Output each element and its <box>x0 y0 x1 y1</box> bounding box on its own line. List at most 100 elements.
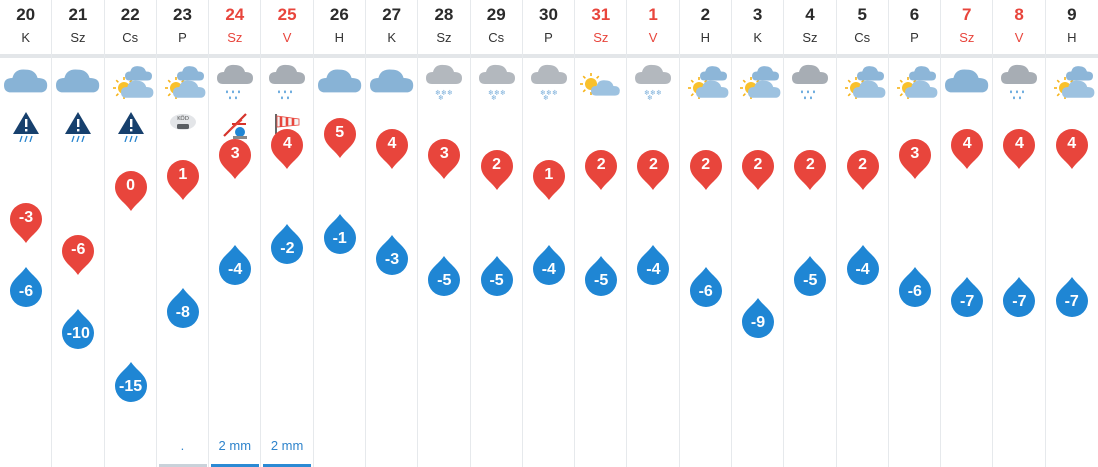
min-temp-value: -9 <box>750 314 766 332</box>
thunderstorm-warning-icon[interactable] <box>63 110 93 143</box>
storm-warning-icon[interactable] <box>220 110 250 142</box>
day-column[interactable]: 22 Cs -15 0 <box>105 0 157 467</box>
min-temp-pin: -10 <box>60 308 96 352</box>
day-column[interactable]: 3 K -9 2 <box>732 0 785 467</box>
day-date: 30 <box>539 5 558 24</box>
precip-bar <box>263 464 312 467</box>
min-temp-value: -5 <box>803 272 818 289</box>
day-weekday: Sz <box>959 30 975 45</box>
day-date: 21 <box>68 5 88 24</box>
day-column[interactable]: 8 V -7 4 <box>993 0 1046 467</box>
day-column[interactable]: 28 Sz ❄ ❄ ❄ ❄ -5 3 <box>418 0 471 467</box>
cloudy-icon <box>2 62 50 102</box>
max-temp-value: 3 <box>439 145 449 163</box>
min-temp-value: -8 <box>175 303 190 321</box>
max-temp-value: 2 <box>492 155 502 173</box>
thunderstorm-warning-icon[interactable] <box>116 110 146 143</box>
day-column[interactable]: 26 H -1 5 <box>314 0 366 467</box>
max-temp-value: 3 <box>910 145 920 163</box>
day-column[interactable]: 27 K -3 4 <box>366 0 419 467</box>
svg-text:❄: ❄ <box>552 89 558 97</box>
min-temp-value: -4 <box>646 261 661 279</box>
max-temp-pin: 0 <box>113 168 149 212</box>
min-temp-pin: -1 <box>322 213 358 257</box>
wind-warning-icon[interactable] <box>272 110 302 142</box>
max-temp-pin: 3 <box>897 136 933 180</box>
day-column[interactable]: 29 Cs ❄ ❄ ❄ ❄ -5 2 <box>471 0 523 467</box>
day-weekday: P <box>910 30 919 45</box>
max-temp-value: 4 <box>387 134 397 152</box>
svg-text:❄: ❄ <box>488 89 494 97</box>
day-column[interactable]: 21 Sz -10 -6 <box>52 0 105 467</box>
precip-amount: . <box>180 438 185 453</box>
day-column[interactable]: 5 Cs -4 2 <box>837 0 889 467</box>
min-temp-pin: -15 <box>113 361 149 405</box>
sun-clouds-icon <box>839 62 887 102</box>
precip-amount: 2 mm <box>270 438 304 453</box>
min-temp-pin: -4 <box>217 244 253 288</box>
day-column[interactable]: 4 Sz -5 2 <box>784 0 837 467</box>
min-temp-value: -4 <box>228 261 243 279</box>
min-temp-value: -7 <box>1012 293 1027 311</box>
day-column[interactable]: 6 P -6 3 <box>889 0 942 467</box>
max-temp-value: 3 <box>230 145 240 163</box>
day-date: 25 <box>277 5 297 24</box>
day-column[interactable]: 2 H -6 2 <box>680 0 732 467</box>
day-date: 6 <box>909 5 920 24</box>
min-temp-pin: -4 <box>635 244 671 288</box>
max-temp-value: -6 <box>71 240 86 258</box>
min-temp-pin: -9 <box>740 297 776 341</box>
day-column[interactable]: 30 P ❄ ❄ ❄ ❄ -4 1 <box>523 0 576 467</box>
day-column[interactable]: 9 H -7 4 <box>1046 0 1098 467</box>
min-temp-value: -6 <box>18 282 34 300</box>
min-temp-value: -15 <box>119 378 143 395</box>
precip-bar <box>211 464 260 467</box>
rain-cloud-icon <box>263 62 311 102</box>
min-temp-pin: -6 <box>897 266 933 310</box>
min-temp-value: -6 <box>907 282 922 300</box>
day-column[interactable]: 20 K -6 -3 <box>0 0 53 467</box>
svg-text:❄: ❄ <box>647 94 653 102</box>
max-temp-pin: 3 <box>426 136 462 180</box>
svg-text:❄: ❄ <box>650 89 656 97</box>
max-temp-value: 1 <box>544 166 554 184</box>
day-column[interactable]: 31 Sz -5 2 <box>575 0 628 467</box>
rain-cloud-icon <box>211 62 259 102</box>
min-temp-value: -4 <box>541 261 556 279</box>
day-date: 1 <box>648 5 658 24</box>
max-temp-value: 5 <box>335 124 345 141</box>
day-column[interactable]: 1 V ❄ ❄ ❄ ❄ -4 2 <box>627 0 680 467</box>
day-date: 28 <box>434 5 454 24</box>
min-temp-pin: -4 <box>845 244 881 288</box>
day-column[interactable]: 24 Sz -4 3 2 mm <box>209 0 262 467</box>
day-date: 5 <box>857 5 867 24</box>
max-temp-pin: 2 <box>479 147 515 191</box>
min-temp-pin: -7 <box>1001 276 1037 320</box>
thunderstorm-warning-icon[interactable] <box>11 110 41 143</box>
max-temp-value: 2 <box>753 155 763 173</box>
min-temp-pin: -7 <box>1054 276 1090 320</box>
max-temp-pin: 2 <box>583 147 619 191</box>
day-date: 31 <box>591 5 611 24</box>
day-date: 4 <box>805 5 815 24</box>
day-weekday: V <box>1014 30 1024 45</box>
max-temp-value: 2 <box>858 155 868 173</box>
svg-text:❄: ❄ <box>543 94 549 102</box>
max-temp-value: 4 <box>282 134 292 152</box>
svg-text:❄: ❄ <box>441 89 447 97</box>
day-date: 2 <box>700 5 711 24</box>
min-temp-pin: -3 <box>374 234 410 278</box>
sun-clouds-icon <box>159 62 207 102</box>
day-column[interactable]: 25 V -2 4 2 mm <box>261 0 314 467</box>
max-temp-value: -3 <box>18 208 34 226</box>
min-temp-pin: -6 <box>688 266 724 310</box>
svg-text:❄: ❄ <box>500 89 506 97</box>
min-temp-value: -5 <box>489 272 504 289</box>
day-weekday: P <box>178 30 187 45</box>
max-temp-value: 4 <box>1067 134 1077 152</box>
fog-warning-icon[interactable]: KÖD <box>168 110 198 142</box>
day-column[interactable]: 7 Sz -7 4 <box>941 0 994 467</box>
day-date: 29 <box>486 5 506 24</box>
day-column[interactable]: 23 P KÖD -8 1. <box>157 0 210 467</box>
min-temp-value: -2 <box>280 240 295 258</box>
